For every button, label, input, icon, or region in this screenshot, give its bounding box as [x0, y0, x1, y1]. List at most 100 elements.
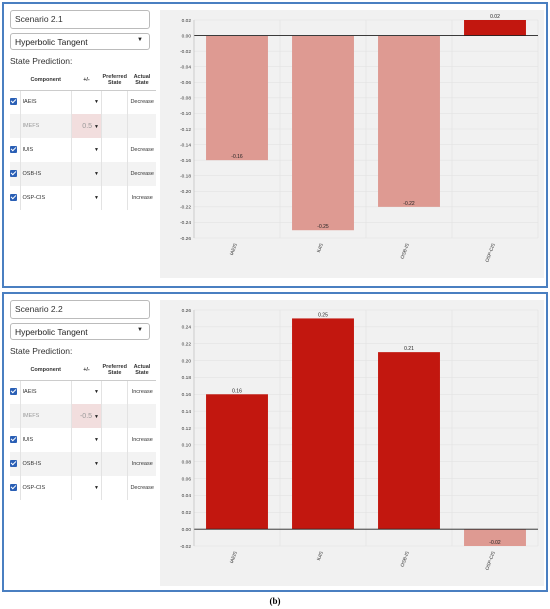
data-label: 0.16: [232, 388, 242, 394]
component-checkbox[interactable]: [10, 387, 17, 395]
component-table: Component +/- Preferred State Actual Sta…: [10, 70, 156, 210]
col-actual-state: Actual State: [127, 70, 156, 91]
table-row: OSP-CIS ▼ Decrease: [10, 476, 156, 500]
component-checkbox[interactable]: [10, 97, 17, 105]
actual-state: [127, 404, 156, 428]
component-checkbox[interactable]: [10, 435, 17, 443]
bar: [378, 35, 440, 207]
bar: [378, 352, 440, 530]
y-tick-label: 0.04: [182, 493, 192, 499]
preferred-state-cell: [100, 138, 128, 162]
table-row: IMEFS 0.5 ▼: [10, 114, 156, 138]
activation-function-select[interactable]: Hyperbolic Tangent ▼: [10, 33, 150, 50]
x-tick-label: IAEIS: [229, 551, 239, 565]
plusminus-select[interactable]: ▼: [70, 452, 102, 476]
table-row: IUIS ▼ Decrease: [10, 138, 156, 162]
y-tick-label: 0.08: [182, 460, 192, 466]
chevron-down-icon: ▼: [94, 147, 99, 153]
activation-function-select[interactable]: Hyperbolic Tangent ▼: [10, 323, 150, 340]
data-label: -0.25: [317, 224, 329, 230]
scenario-name-input[interactable]: Scenario 2.2: [10, 300, 150, 319]
data-label: -0.02: [489, 540, 501, 546]
component-checkbox[interactable]: [10, 483, 17, 491]
scenario-name-input[interactable]: Scenario 2.1: [10, 10, 150, 29]
y-tick-label: 0.22: [182, 342, 192, 348]
col-actual-state: Actual State: [127, 360, 156, 381]
chevron-down-icon: ▼: [94, 437, 99, 443]
component-name: OSP-CIS: [19, 186, 72, 210]
bar: [292, 318, 354, 530]
y-tick-label: -0.02: [180, 49, 191, 55]
y-tick-label: -0.22: [180, 205, 191, 211]
x-tick-label: OSB-IS: [400, 551, 411, 568]
table-row: IUIS ▼ Increase: [10, 428, 156, 452]
component-name: OSB-IS: [19, 162, 72, 186]
y-tick-label: 0.16: [182, 392, 192, 398]
y-tick-label: -0.02: [180, 544, 191, 550]
preferred-state-cell: [100, 428, 128, 452]
component-name: IUIS: [19, 138, 72, 162]
bar: [206, 35, 268, 161]
chevron-down-icon: ▼: [94, 195, 99, 201]
plusminus-select[interactable]: ▼: [70, 138, 102, 162]
actual-state: Increase: [127, 428, 156, 452]
data-label: 0.02: [490, 14, 500, 20]
y-tick-label: 0.10: [182, 443, 192, 449]
y-tick-label: 0.06: [182, 476, 192, 482]
chevron-down-icon: ▼: [94, 389, 99, 396]
plusminus-select[interactable]: 0.5 ▼: [70, 114, 102, 138]
plusminus-select[interactable]: -0.5 ▼: [70, 404, 102, 428]
component-checkbox[interactable]: [10, 193, 17, 201]
component-checkbox-empty[interactable]: [10, 404, 20, 428]
y-tick-label: -0.18: [180, 174, 191, 180]
x-tick-label: OSP-CIS: [484, 243, 496, 264]
y-tick-label: 0.12: [182, 426, 192, 432]
plusminus-select[interactable]: ▼: [70, 186, 102, 210]
preferred-state-cell: [100, 380, 128, 404]
y-tick-label: 0.14: [182, 409, 192, 415]
chevron-down-icon: ▼: [94, 123, 99, 130]
y-tick-label: -0.14: [180, 142, 191, 148]
y-tick-label: 0.00: [182, 33, 192, 39]
x-tick-label: IUIS: [316, 551, 325, 562]
component-checkbox[interactable]: [10, 459, 17, 467]
component-checkbox[interactable]: [10, 169, 17, 177]
bar-chart-svg: 0.02 0.00 -0.02 -0.04 -0.06 -0.08 -0.10 -0.12 -0…: [180, 14, 539, 264]
plusminus-select[interactable]: ▼: [70, 476, 102, 500]
scenario-controls: Scenario 2.1 Hyperbolic Tangent ▼ State …: [10, 10, 156, 210]
x-tick-label: IAEIS: [229, 243, 239, 257]
y-tick-label: -0.24: [180, 220, 191, 226]
col-preferred-state: Preferred State: [101, 70, 128, 91]
bar: [464, 529, 526, 546]
component-name: IAEIS: [19, 380, 72, 404]
table-row: IAEIS ▼ Decrease: [10, 90, 156, 114]
plusminus-select[interactable]: ▼: [70, 162, 102, 186]
bar: [292, 35, 354, 231]
y-tick-label: -0.26: [180, 236, 191, 242]
y-tick-label: 0.02: [182, 18, 192, 24]
component-checkbox-empty[interactable]: [10, 114, 20, 138]
actual-state: Decrease: [127, 476, 156, 500]
actual-state: Decrease: [127, 138, 156, 162]
component-checkbox[interactable]: [10, 145, 17, 153]
y-tick-label: 0.02: [182, 510, 192, 516]
preferred-state-cell: [100, 162, 128, 186]
actual-state: Decrease: [127, 90, 156, 114]
plusminus-select[interactable]: ▼: [70, 90, 102, 114]
data-label: -0.16: [231, 154, 243, 160]
bar-chart: 0.26 0.24 0.22 0.20 0.18 0.16 0.14 0.12 0.10 0.08…: [160, 300, 544, 586]
component-name: IMEFS: [19, 114, 72, 138]
col-preferred-state: Preferred State: [101, 360, 128, 381]
figure-caption: (b): [269, 596, 281, 606]
component-table: Component +/- Preferred State Actual Sta…: [10, 360, 156, 500]
data-label: 0.21: [404, 346, 414, 352]
col-component: Component: [20, 70, 72, 91]
plusminus-select[interactable]: ▼: [70, 428, 102, 452]
y-tick-label: 0.00: [182, 527, 192, 533]
component-name: IMEFS: [19, 404, 72, 428]
plusminus-select[interactable]: ▼: [70, 380, 102, 404]
y-tick-label: -0.12: [180, 127, 191, 133]
chevron-down-icon: ▼: [94, 171, 99, 177]
activation-function-value: Hyperbolic Tangent: [15, 37, 88, 47]
y-tick-label: 0.18: [182, 375, 192, 381]
